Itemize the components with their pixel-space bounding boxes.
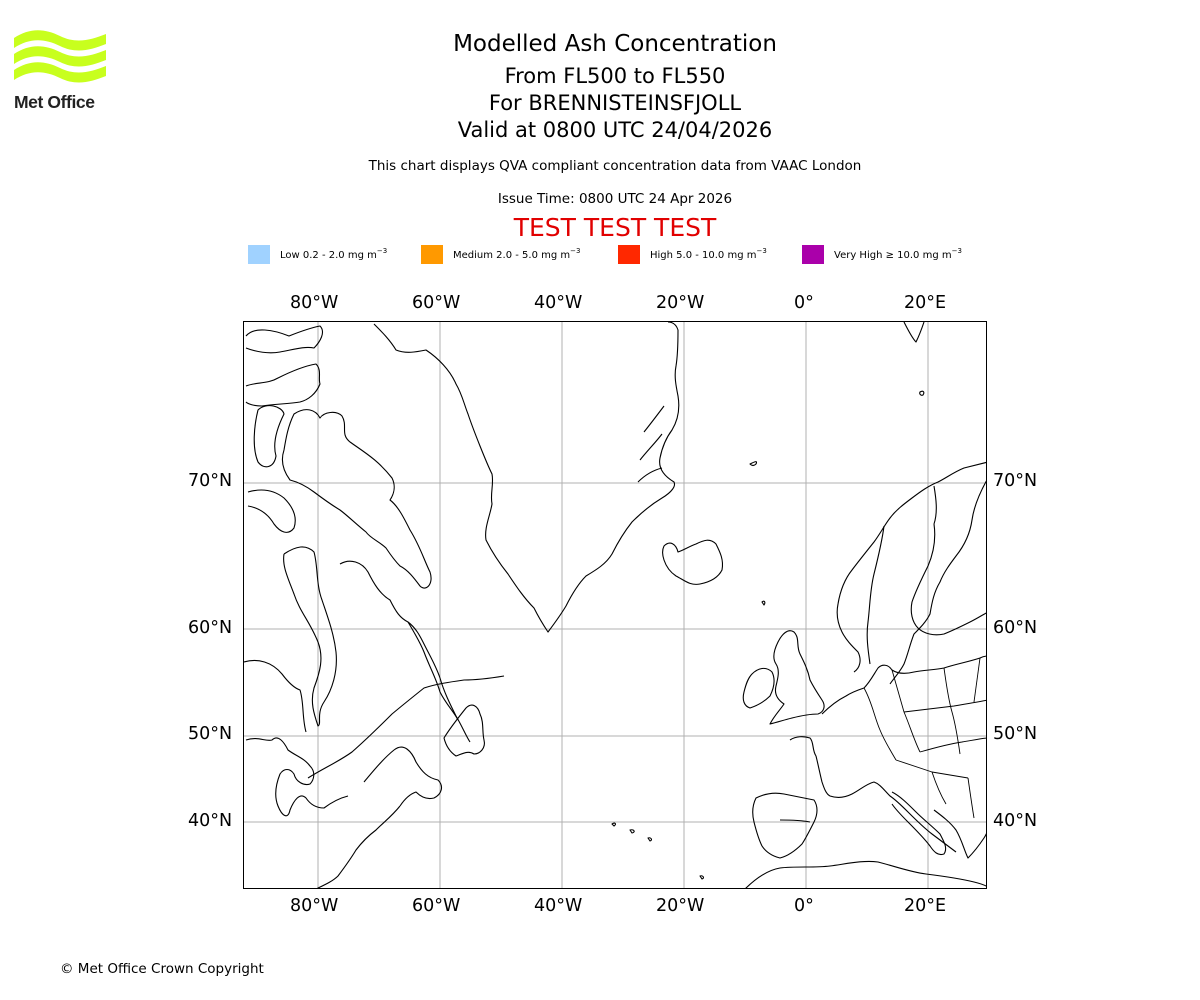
ash-concentration-map[interactable] [243,321,987,889]
lat-tick-right-70n: 70°N [993,471,1038,491]
valid-time: Valid at 0800 UTC 24/04/2026 [457,118,773,142]
border-sweden-finland [933,485,937,525]
coast-greenland-east-fjords [637,405,665,483]
legend-swatch-very-high [802,244,824,264]
legend-label-medium: Medium 2.0 - 5.0 mg m−3 [453,247,581,261]
legend-item-high: High 5.0 - 10.0 mg m−3 [618,244,767,264]
border-norway-sweden [866,525,885,665]
coast-foxe-basin [247,489,296,533]
coastlines [244,322,986,888]
graticule [244,322,986,888]
lat-tick-right-40n: 40°N [993,811,1038,831]
lon-tick-bottom-0: 0° [794,896,814,916]
coast-hudson-bay-west [244,659,307,733]
legend-item-low: Low 0.2 - 2.0 mg m−3 [248,244,387,264]
coast-europe-west [821,655,986,715]
lon-tick-bottom-60w: 60°W [412,896,461,916]
lat-tick-left-50n: 50°N [188,724,233,744]
coast-baffin-main [281,409,432,589]
legend-swatch-low [248,244,270,264]
coast-iceland [661,539,724,585]
lat-tick-left-40n: 40°N [188,811,233,831]
lon-tick-top-20e: 20°E [904,293,947,313]
coast-nova-scotia [363,746,443,807]
met-office-logo-text: Met Office [14,92,95,112]
met-office-waves-icon [14,30,106,83]
coast-iberia [752,792,818,859]
coast-france [789,736,957,853]
lat-tick-left-60n: 60°N [188,618,233,638]
lon-tick-bottom-20e: 20°E [904,896,947,916]
coast-devon-island [245,363,321,407]
coast-st-lawrence [307,675,505,779]
coast-great-lakes [245,737,349,817]
legend-item-very-high: Very High ≥ 10.0 mg m−3 [802,244,962,264]
lon-tick-top-20w: 20°W [656,293,705,313]
lat-tick-right-50n: 50°N [993,724,1038,744]
map-canvas [244,322,986,888]
legend-swatch-medium [421,244,443,264]
coast-italy [891,791,947,856]
legend-swatch-high [618,244,640,264]
lon-tick-top-60w: 60°W [412,293,461,313]
coast-faroes [761,600,766,606]
lon-tick-bottom-40w: 40°W [534,896,583,916]
volcano-name: For BRENNISTEINSFJOLL [488,91,742,115]
coast-hudson-bay-east [283,546,337,727]
coast-balkans-greece [933,809,986,859]
coast-azores [611,822,653,842]
met-office-logo: Met Office [14,30,106,112]
coast-sweden-finland [889,480,986,685]
legend-item-medium: Medium 2.0 - 5.0 mg m−3 [421,244,580,264]
coast-bear-island [919,390,925,396]
coast-ellesmere-south [245,325,323,354]
chart-title: Modelled Ash Concentration [453,31,777,57]
coast-svalbard [903,322,925,343]
lon-tick-bottom-20w: 20°W [656,896,705,916]
lat-tick-right-60n: 60°N [993,618,1038,638]
lon-tick-top-40w: 40°W [534,293,583,313]
coast-great-britain [769,630,825,725]
lon-tick-top-0: 0° [794,293,814,313]
country-borders [779,657,986,823]
coast-newfoundland [443,704,485,757]
coast-ungava [339,560,471,743]
issue-time: Issue Time: 0800 UTC 24 Apr 2026 [497,191,733,207]
coast-us-east [316,805,401,888]
coast-norway [836,461,986,673]
legend-label-high: High 5.0 - 10.0 mg m−3 [650,247,767,261]
test-banner: TEST TEST TEST [513,213,717,242]
lon-tick-top-80w: 80°W [290,293,339,313]
legend-label-low: Low 0.2 - 2.0 mg m−3 [280,247,388,261]
lon-tick-bottom-80w: 80°W [290,896,339,916]
coast-jan-mayen [749,461,758,467]
flight-level-range: From FL500 to FL550 [504,64,726,88]
coast-ireland [742,667,775,709]
legend-label-very-high: Very High ≥ 10.0 mg m−3 [834,247,962,261]
lat-tick-left-70n: 70°N [188,471,233,491]
coast-madeira [699,875,705,880]
coast-baffin-north-a [253,405,285,468]
coast-north-africa [745,860,986,888]
copyright-notice: © Met Office Crown Copyright [60,961,264,977]
coast-greenland [373,322,680,633]
chart-description: This chart displays QVA compliant concen… [368,158,862,174]
coast-labrador [407,621,459,721]
